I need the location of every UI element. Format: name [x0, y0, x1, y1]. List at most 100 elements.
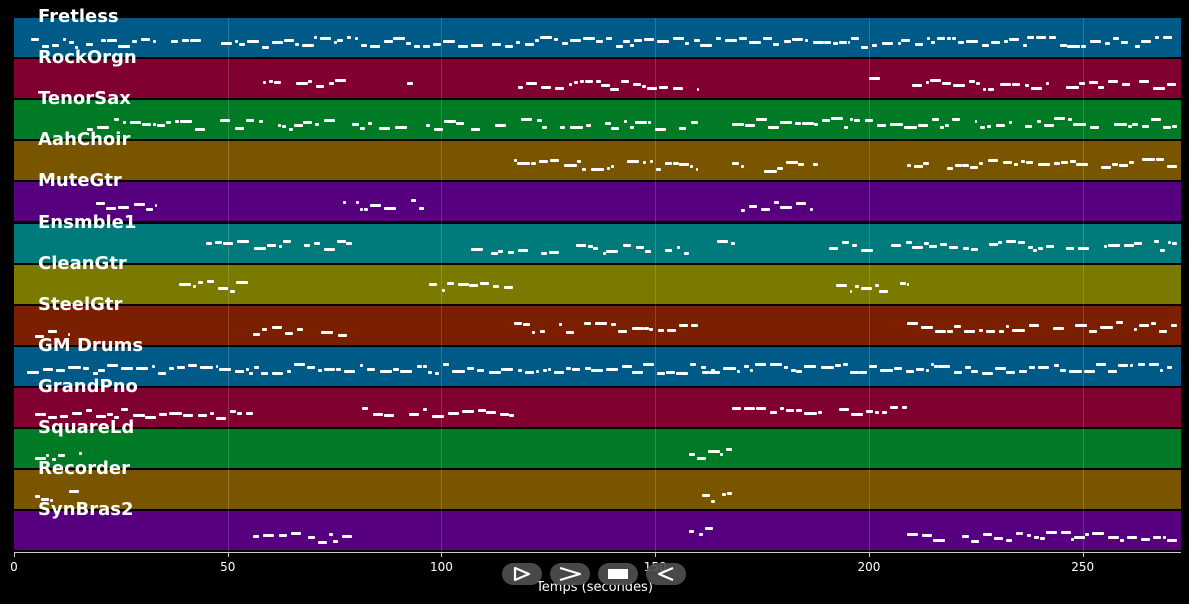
- note-event: [969, 80, 976, 84]
- gridline: [441, 18, 443, 552]
- note-event: [1152, 87, 1165, 91]
- note-event: [539, 36, 552, 40]
- note-event: [235, 281, 249, 285]
- note-event: [145, 415, 156, 419]
- note-event: [428, 282, 438, 286]
- track-lane[interactable]: [14, 346, 1181, 386]
- note-event: [708, 370, 720, 374]
- track-lane[interactable]: [14, 141, 1181, 181]
- note-event: [41, 413, 46, 416]
- note-event: [1008, 37, 1020, 41]
- note-event: [764, 169, 777, 173]
- note-event: [730, 242, 736, 246]
- note-event: [485, 410, 496, 414]
- note-event: [379, 127, 391, 131]
- note-event: [476, 368, 484, 372]
- note-event: [60, 415, 68, 419]
- note-event: [953, 371, 962, 375]
- note-event: [999, 83, 1011, 87]
- track-lane[interactable]: [14, 511, 1181, 551]
- note-event: [592, 246, 598, 250]
- note-event: [732, 123, 744, 127]
- note-event: [946, 167, 953, 171]
- forward-button[interactable]: [550, 563, 590, 585]
- note-event: [701, 365, 707, 369]
- note-event: [601, 83, 610, 87]
- track-lane[interactable]: [14, 18, 1181, 57]
- x-tick-label: 0: [10, 560, 18, 574]
- track-lane[interactable]: [14, 100, 1181, 140]
- note-event: [716, 239, 729, 243]
- note-event: [905, 240, 912, 244]
- note-event: [293, 124, 303, 128]
- note-event: [893, 366, 902, 370]
- track-lane[interactable]: [14, 305, 1181, 345]
- note-event: [585, 79, 593, 83]
- track-lane[interactable]: [14, 182, 1181, 222]
- note-event: [1068, 369, 1082, 373]
- note-event: [1119, 538, 1125, 542]
- note-event: [249, 372, 253, 375]
- track-lane[interactable]: [14, 387, 1181, 427]
- note-event: [532, 330, 536, 334]
- note-event: [521, 118, 533, 122]
- note-event: [158, 412, 168, 416]
- note-event: [654, 127, 666, 131]
- track-lane[interactable]: [14, 223, 1181, 263]
- note-event: [860, 45, 868, 49]
- x-tick-label: 50: [220, 560, 236, 574]
- rewind-button[interactable]: [646, 563, 686, 585]
- track-lane[interactable]: [14, 470, 1181, 510]
- note-event: [1141, 39, 1151, 43]
- note-event: [142, 122, 152, 126]
- note-event: [698, 533, 703, 537]
- track-lane[interactable]: [14, 264, 1181, 304]
- note-event: [1155, 157, 1165, 161]
- x-tick-label: 200: [857, 560, 881, 574]
- note-event: [821, 366, 834, 370]
- note-event: [518, 248, 528, 252]
- note-event: [741, 164, 745, 168]
- note-event: [946, 329, 953, 333]
- note-event: [922, 533, 932, 537]
- play-button[interactable]: [502, 563, 542, 585]
- note-event: [1068, 117, 1072, 121]
- note-event: [925, 80, 930, 84]
- note-event: [645, 249, 652, 253]
- note-event: [554, 371, 564, 375]
- note-event: [302, 44, 314, 48]
- note-event: [774, 201, 780, 205]
- note-event: [931, 117, 940, 121]
- note-event: [795, 121, 802, 125]
- note-event: [281, 124, 286, 128]
- track-lane[interactable]: [14, 59, 1181, 99]
- note-event: [1129, 364, 1133, 368]
- note-event: [177, 366, 186, 370]
- note-event: [273, 80, 282, 84]
- note-event: [181, 38, 190, 42]
- note-event: [1027, 35, 1034, 39]
- note-event: [633, 83, 642, 87]
- note-event: [1162, 535, 1166, 539]
- note-event: [132, 414, 145, 418]
- note-event: [514, 322, 522, 326]
- note-event: [877, 123, 887, 127]
- note-event: [611, 322, 616, 326]
- note-event: [1150, 322, 1156, 326]
- note-event: [135, 367, 149, 371]
- note-event: [1029, 366, 1035, 370]
- x-tick-label: 250: [1071, 560, 1095, 574]
- note-event: [369, 203, 381, 207]
- note-event: [797, 163, 805, 167]
- note-event: [700, 43, 713, 47]
- stop-button[interactable]: [598, 563, 638, 585]
- note-event: [469, 284, 478, 288]
- note-event: [1038, 163, 1051, 167]
- track-lane[interactable]: [14, 429, 1181, 468]
- note-event: [96, 414, 106, 418]
- note-event: [770, 363, 782, 367]
- note-event: [433, 127, 443, 131]
- note-event: [756, 118, 767, 122]
- note-event: [570, 125, 583, 129]
